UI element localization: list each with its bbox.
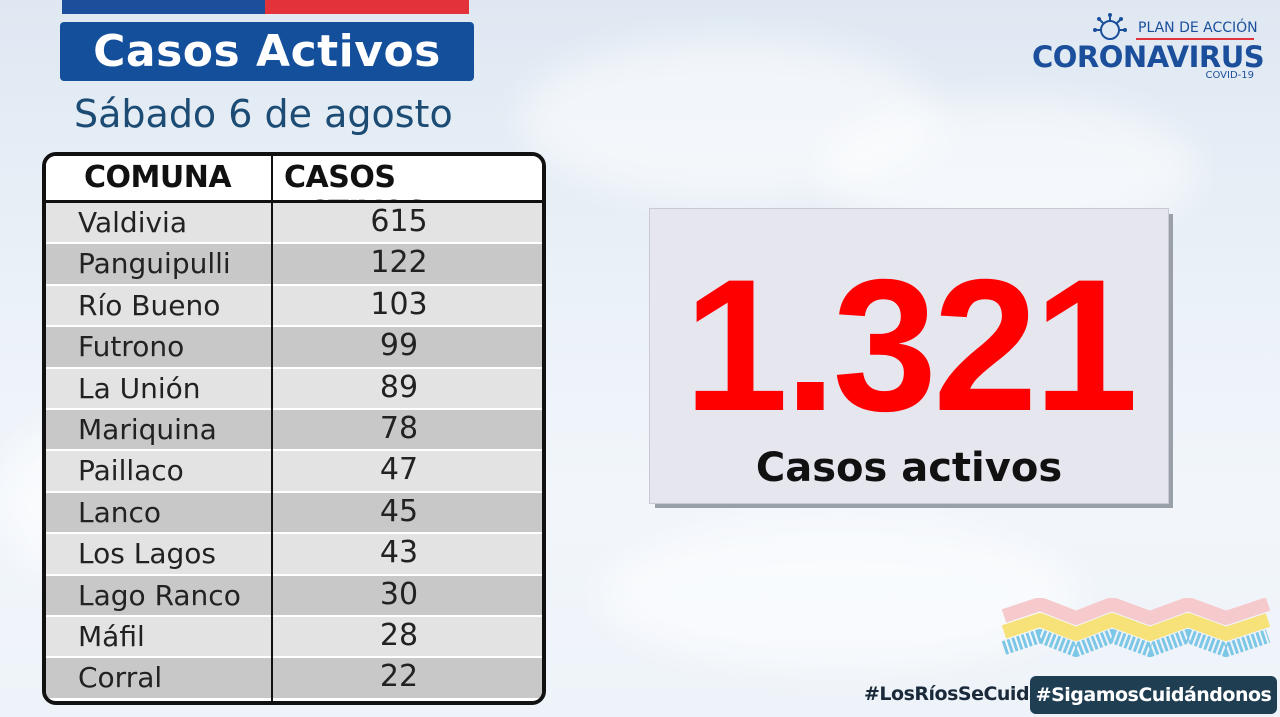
- cell-comuna: Valdivia: [78, 206, 187, 239]
- table-row: Futrono 99: [46, 327, 542, 369]
- cell-comuna: Corral: [78, 661, 163, 695]
- report-date: Sábado 6 de agosto: [74, 92, 453, 136]
- cell-comuna: Futrono: [78, 330, 185, 364]
- cell-comuna: Río Bueno: [78, 288, 221, 322]
- cell-casos: 615: [370, 204, 428, 239]
- table-row: Valdivia 615: [46, 203, 542, 245]
- column-header-comuna: COMUNA: [84, 160, 232, 195]
- cell-casos: 30: [379, 576, 419, 612]
- cell-casos: 22: [379, 659, 419, 695]
- cell-comuna: Los Lagos: [78, 537, 216, 571]
- cell-casos: 122: [370, 245, 428, 281]
- cell-comuna: Panguipulli: [78, 247, 231, 281]
- total-label: Casos activos: [755, 445, 1063, 491]
- table-row: Paillaco 47: [46, 451, 542, 493]
- cell-comuna: Máfil: [78, 619, 145, 653]
- table-body: Valdivia 615 Panguipulli 122 Río Bueno 103 …: [46, 203, 542, 700]
- background-cloud: [600, 520, 1080, 670]
- total-active-cases: 1.321: [683, 240, 1138, 450]
- table-row: Panguipulli 122: [46, 244, 542, 286]
- decorative-ribbons: [1001, 598, 1271, 657]
- cell-casos: 78: [379, 410, 419, 446]
- cell-comuna: Mariquina: [78, 412, 217, 446]
- table-row: Mariquina 78: [46, 409, 542, 452]
- logo-plan-text: PLAN DE ACCIÓN: [1138, 20, 1258, 36]
- header-flag-stripe: [62, 0, 469, 14]
- total-panel: 1.321 Casos activos: [649, 208, 1169, 504]
- cell-comuna: Lanco: [78, 495, 162, 529]
- hashtag-los-rios: #LosRíosSeCuida: [864, 683, 1042, 705]
- logo-sub-text: COVID-19: [1205, 70, 1254, 81]
- hashtag-badge: #SigamosCuidándonos: [1030, 676, 1277, 714]
- table-row: Máfil 28: [46, 616, 542, 659]
- logo-divider: [1136, 38, 1254, 40]
- table-row: Lanco 45: [46, 492, 542, 535]
- cell-comuna: Paillaco: [78, 454, 184, 488]
- table-row: La Unión 89: [46, 368, 542, 410]
- table-row: Lago Ranco 30: [46, 575, 542, 617]
- virus-icon: [1093, 13, 1127, 40]
- coronavirus-plan-logo: PLAN DE ACCIÓN CORONAVIRUS COVID-19: [1030, 12, 1265, 84]
- cell-casos: 45: [379, 493, 419, 529]
- cell-casos: 28: [379, 617, 419, 653]
- cell-casos: 103: [370, 286, 428, 322]
- column-divider: [271, 156, 273, 701]
- table-header: COMUNA CASOS ACTIVOS: [46, 156, 542, 230]
- cell-comuna: La Unión: [78, 371, 201, 405]
- cell-casos: 89: [379, 369, 419, 405]
- cell-casos: 99: [379, 328, 419, 364]
- active-cases-table: COMUNA CASOS ACTIVOS Valdivia 615 Panguip…: [42, 152, 546, 705]
- table-row: Río Bueno 103: [46, 285, 542, 328]
- hashtag-sigamos: #SigamosCuidándonos: [1035, 684, 1272, 706]
- table-row: Corral 22: [46, 658, 542, 700]
- page-title: Casos Activos: [93, 26, 441, 77]
- cell-comuna: Lago Ranco: [78, 578, 241, 612]
- logo-main-text: CORONAVIRUS: [1032, 40, 1265, 74]
- table-row: Los Lagos 43: [46, 534, 542, 576]
- cell-casos: 47: [379, 452, 419, 488]
- cell-casos: 43: [379, 535, 419, 571]
- title-banner: Casos Activos: [60, 22, 474, 81]
